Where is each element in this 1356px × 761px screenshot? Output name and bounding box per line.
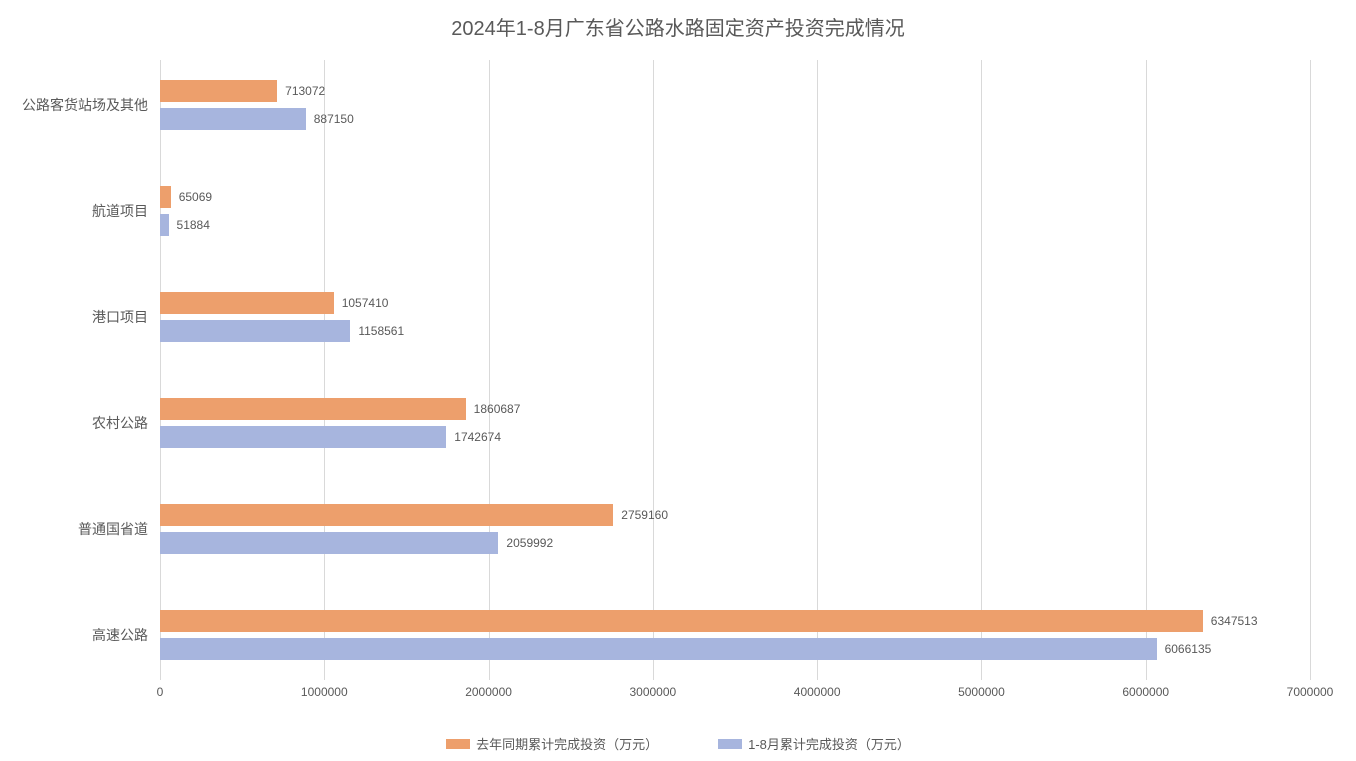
legend-label: 1-8月累计完成投资（万元） (748, 737, 910, 752)
gridline (817, 60, 818, 680)
bar (160, 80, 277, 102)
legend-item: 1-8月累计完成投资（万元） (718, 734, 910, 753)
bar-value-label: 65069 (179, 190, 212, 204)
bar-value-label: 6347513 (1211, 614, 1258, 628)
legend-swatch (718, 739, 742, 749)
bar (160, 186, 171, 208)
gridline (489, 60, 490, 680)
bar (160, 426, 446, 448)
bar-value-label: 2059992 (506, 536, 553, 550)
legend: 去年同期累计完成投资（万元） 1-8月累计完成投资（万元） (0, 734, 1356, 753)
gridline (653, 60, 654, 680)
bar-value-label: 1742674 (454, 430, 501, 444)
bar (160, 398, 466, 420)
bar-value-label: 1158561 (358, 324, 404, 338)
gridline (160, 60, 161, 680)
bar (160, 610, 1203, 632)
x-tick-label: 2000000 (465, 685, 512, 699)
y-category-label: 公路客货站场及其他 (22, 95, 148, 115)
bar-value-label: 51884 (177, 218, 210, 232)
bar (160, 292, 334, 314)
bar-value-label: 6066135 (1165, 642, 1212, 656)
x-tick-label: 3000000 (629, 685, 676, 699)
bar (160, 320, 350, 342)
bar-value-label: 1860687 (474, 402, 521, 416)
bar (160, 108, 306, 130)
bar (160, 504, 613, 526)
bar-value-label: 2759160 (621, 508, 668, 522)
x-tick-label: 4000000 (794, 685, 841, 699)
x-tick-label: 5000000 (958, 685, 1005, 699)
chart-container: 2024年1-8月广东省公路水路固定资产投资完成情况 0100000020000… (0, 0, 1356, 761)
bar (160, 214, 169, 236)
y-category-label: 航道项目 (92, 201, 148, 221)
legend-item: 去年同期累计完成投资（万元） (446, 734, 658, 753)
bar-value-label: 1057410 (342, 296, 389, 310)
x-tick-label: 6000000 (1122, 685, 1169, 699)
chart-title: 2024年1-8月广东省公路水路固定资产投资完成情况 (0, 12, 1356, 41)
gridline (1310, 60, 1311, 680)
gridline (1146, 60, 1147, 680)
bar-value-label: 713072 (285, 84, 325, 98)
x-tick-label: 1000000 (301, 685, 348, 699)
plot-area: 0100000020000003000000400000050000006000… (160, 60, 1310, 680)
gridline (324, 60, 325, 680)
bar (160, 532, 498, 554)
gridline (981, 60, 982, 680)
legend-label: 去年同期累计完成投资（万元） (476, 737, 658, 752)
y-category-label: 港口项目 (92, 307, 148, 327)
legend-swatch (446, 739, 470, 749)
bar (160, 638, 1157, 660)
bar-value-label: 887150 (314, 112, 354, 126)
y-category-label: 高速公路 (92, 625, 148, 645)
x-tick-label: 7000000 (1287, 685, 1334, 699)
y-category-label: 农村公路 (92, 413, 148, 433)
y-category-label: 普通国省道 (78, 519, 148, 539)
x-tick-label: 0 (157, 685, 164, 699)
